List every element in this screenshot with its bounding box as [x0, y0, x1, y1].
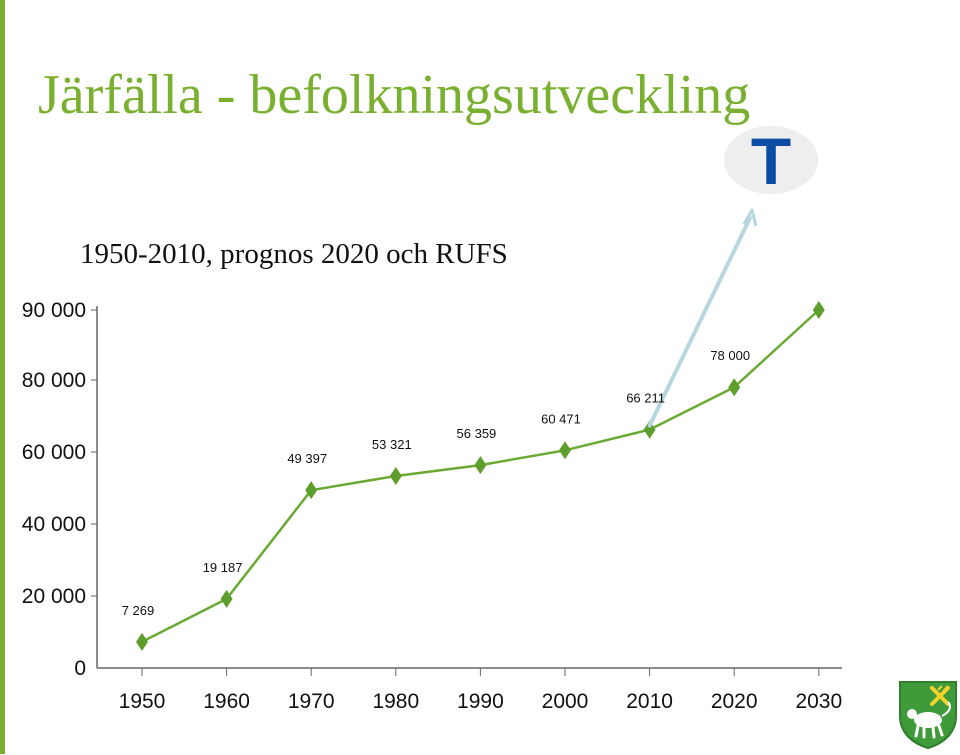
chart-ticks: 0 20 000 40 000 60 000 80 000 90 000 1950 1960 1… — [22, 299, 842, 713]
left-accent-bar — [0, 0, 5, 754]
data-point — [220, 589, 233, 608]
chart-series — [136, 301, 825, 651]
data-label: 66 211 — [626, 391, 665, 406]
data-label: 7 269 — [122, 603, 155, 618]
x-tick-label: 1950 — [119, 690, 166, 713]
data-label: 78 000 — [710, 348, 750, 363]
data-point — [474, 456, 487, 475]
x-tick-label: 1960 — [203, 690, 250, 713]
slide-title: Järfälla - befolkningsutveckling — [38, 64, 751, 126]
data-point — [559, 441, 571, 460]
coat-of-arms-icon — [898, 680, 958, 750]
data-point — [389, 467, 402, 486]
x-tick-label: 2030 — [795, 690, 842, 713]
data-label: 53 321 — [372, 437, 412, 452]
y-tick-label: 60 000 — [22, 441, 86, 464]
annotation-arrow — [647, 216, 752, 428]
data-label: 49 397 — [287, 451, 327, 466]
x-tick-label: 2000 — [542, 690, 589, 713]
data-label: 19 187 — [203, 560, 243, 575]
chart-subtitle: 1950-2010, prognos 2020 och RUFS — [80, 238, 508, 270]
annotation-arrowhead — [742, 208, 758, 227]
x-tick-label: 2010 — [626, 690, 673, 713]
data-point — [812, 301, 825, 319]
data-point — [136, 632, 148, 651]
x-tick-label: 1980 — [372, 690, 419, 713]
chart-axes — [96, 306, 842, 669]
y-tick-label: 0 — [74, 657, 86, 680]
data-point — [305, 481, 318, 500]
metro-t-letter: T — [751, 126, 791, 194]
x-tick-label: 2020 — [711, 690, 758, 713]
data-label: 56 359 — [457, 426, 497, 441]
chart-data-labels: 7 269 19 187 49 397 53 321 56 359 60 471 66 21… — [122, 348, 750, 618]
y-tick-label: 80 000 — [22, 369, 86, 392]
x-tick-label: 1970 — [288, 690, 335, 713]
y-tick-label: 40 000 — [22, 513, 86, 536]
chart-annotations — [647, 208, 758, 428]
data-label: 60 471 — [541, 411, 581, 426]
data-point — [643, 420, 656, 439]
data-point — [728, 378, 741, 397]
y-tick-label: 90 000 — [22, 299, 86, 322]
metro-t-icon: T — [724, 124, 818, 198]
y-tick-label: 20 000 — [22, 585, 86, 608]
x-tick-label: 1990 — [457, 690, 504, 713]
